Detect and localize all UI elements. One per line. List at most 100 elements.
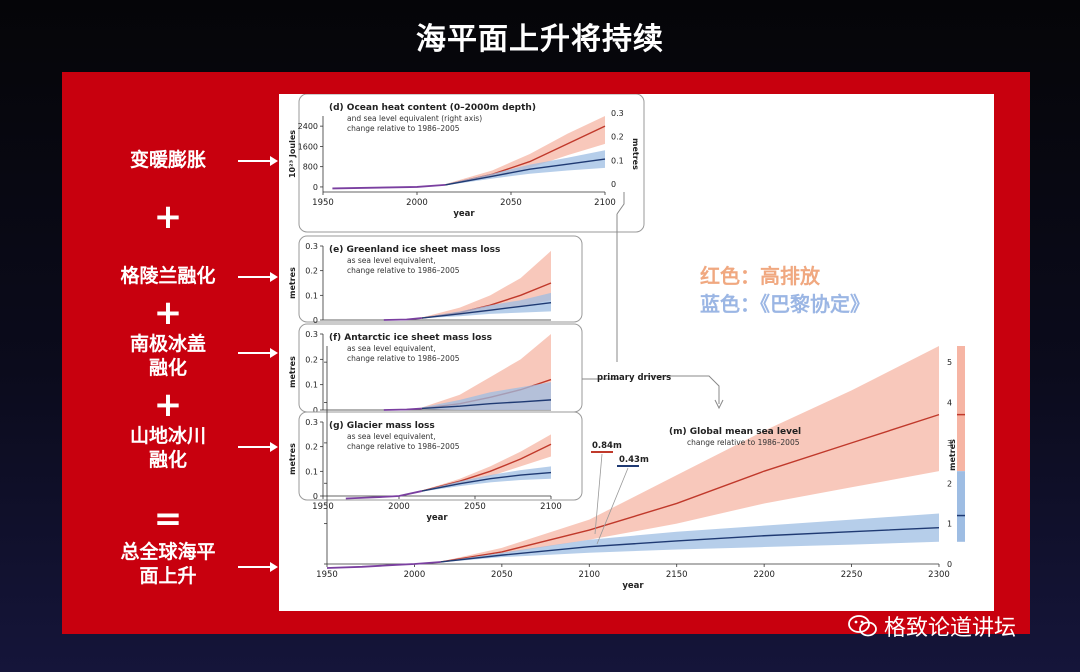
panel-title-d: (d) Ocean heat content (0–2000m depth) [329,103,536,113]
line-history-f [383,407,422,411]
y-tick-label-d: 1600 [298,142,318,151]
x-tick-label-m: 2100 [578,570,600,580]
x-axis-label-m: year [622,581,644,591]
y-tick-label-d: 2400 [298,122,318,131]
panel-g: 0 0.1 0.2 0.3 1950 2000 2050 2100 (g) Glacier ma… [288,411,583,523]
y-right-tick-label-d: 0.3 [611,109,624,118]
y-tick-label-f: 0 [313,406,318,415]
y-axis-label-m: metres [948,439,957,471]
band-high-m [440,346,939,563]
left-label-total: 总全球海平 面上升 [120,541,216,587]
marker-high-leader [594,453,603,535]
y-axis-label-e: metres [288,267,297,299]
arrow-thermal [238,156,278,166]
legend-note-red: 红色：高排放 [700,264,820,288]
x-tick-label-m: 1950 [316,570,338,580]
band-low-m [440,513,939,563]
x-tick-label-d: 2050 [500,198,522,208]
y-tick-label-m: 3 [947,439,952,448]
wechat-icon [848,614,878,638]
band-high-g [421,434,551,492]
y-tick-label-f: 0.2 [305,355,318,364]
left-label-greenland: 格陵兰融化 [120,265,216,287]
y-axis-label-g: metres [288,443,297,475]
x-tick-label-d: 1950 [312,198,334,208]
panel-subtitle-d: and sea level equivalent (right axis) [347,114,482,123]
line-low-f [421,399,552,410]
left-label-equals: = [153,499,183,539]
y-tick-label-m: 5 [947,358,952,367]
panel-subtitle-f: as sea level equivalent, [347,344,436,353]
x-tick-label-g: 2000 [388,502,410,512]
x-tick-label-m: 2050 [491,570,513,580]
line-high-m [440,413,940,563]
connector-d [616,192,625,362]
y-axis-label-d: 10²³ Joules [288,130,297,178]
y-tick-label-m: 1 [947,520,952,529]
connectors: primary drivers 0.84m 0.43m [582,192,724,545]
y-tick-label-d: 800 [303,163,318,172]
connector-arrowhead [714,399,724,410]
panel-d: 0 800 1600 2400 0 0.1 0.2 0.3 1950 2000 2050 2100 (d… [288,93,645,233]
side-bar-high [957,346,965,472]
y-tick-label-m: 4 [947,399,952,408]
x-tick-label-g: 2050 [464,502,486,512]
panel-f: 0 0.1 0.2 0.3 (f) Antarctic ice sheet mass l… [288,323,583,415]
y-tick-label-f: 0.3 [305,330,318,339]
panel-subtitle-m: change relative to 1986–2005 [687,438,800,447]
line-history-e [383,317,422,321]
y-tick-label-m: 0 [947,560,952,569]
left-label-plus3: + [153,385,183,425]
brand-watermark: 格致论道讲坛 [848,610,1016,642]
arrow-antarctic [238,348,278,358]
y-tick-label-m: 2 [947,479,952,488]
left-label-glacier: 山地冰川 融化 [129,425,206,471]
x-tick-label-m: 2000 [404,570,426,580]
x-tick-label-g: 2100 [540,502,562,512]
left-label-plus2: + [153,293,183,333]
slide-title: 海平面上升将持续 [416,22,664,57]
marker-low-label: 0.43m [619,455,649,465]
panel-subtitle-g: change relative to 1986–2005 [347,442,460,451]
panel-e: 0 0.1 0.2 0.3 (e) Greenland ice sheet mass l… [288,235,583,325]
arrow-glacier [238,442,278,452]
y-right-tick-label-d: 0 [611,180,616,189]
band-high-d [445,116,605,186]
y-tick-label-f: 0.1 [305,381,318,390]
arrow-greenland [238,272,278,282]
y-tick-label-d: 0 [313,183,318,192]
side-bar-low [957,471,965,542]
panel-subtitle-f: change relative to 1986–2005 [347,354,460,363]
x-tick-label-m: 2150 [666,570,688,580]
line-low-g [421,471,552,492]
panel-title-g: (g) Glacier mass loss [329,421,435,431]
left-label-plus1: + [153,197,183,237]
y-tick-label-g: 0.3 [305,418,318,427]
x-tick-label-d: 2100 [594,198,616,208]
x-tick-label-m: 2300 [928,570,950,580]
band-low-e [421,292,551,319]
x-tick-label-m: 2250 [841,570,863,580]
panel-subtitle-e: as sea level equivalent, [347,256,436,265]
y-tick-label-e: 0.3 [305,242,318,251]
line-low-e [421,302,552,319]
band-low-d [445,150,605,186]
line-history-m [326,561,441,569]
panel-title-m: (m) Global mean sea level [669,427,801,437]
y-right-axis-label-d: metres [631,138,640,170]
y-tick-label-g: 0.2 [305,443,318,452]
legend-note-blue: 蓝色：《巴黎协定》 [700,292,870,316]
primary-drivers-label: primary drivers [597,373,671,383]
x-axis-label-g: year [426,513,448,523]
line-history-d [332,184,446,190]
panel-title-f: (f) Antarctic ice sheet mass loss [329,333,492,343]
brand-text: 格致论道讲坛 [884,616,1017,641]
panel-subtitle-d: change relative to 1986–2005 [347,124,460,133]
ipcc-figure: 0 800 1600 2400 0 0.1 0.2 0.3 1950 2000 2050 2100 (d… [279,93,994,611]
y-tick-label-g: 0.1 [305,467,318,476]
x-tick-label-m: 2200 [753,570,775,580]
y-right-tick-label-d: 0.2 [611,133,624,142]
left-label-thermal: 变暖膨胀 [129,149,206,171]
connector-drivers [644,375,720,404]
